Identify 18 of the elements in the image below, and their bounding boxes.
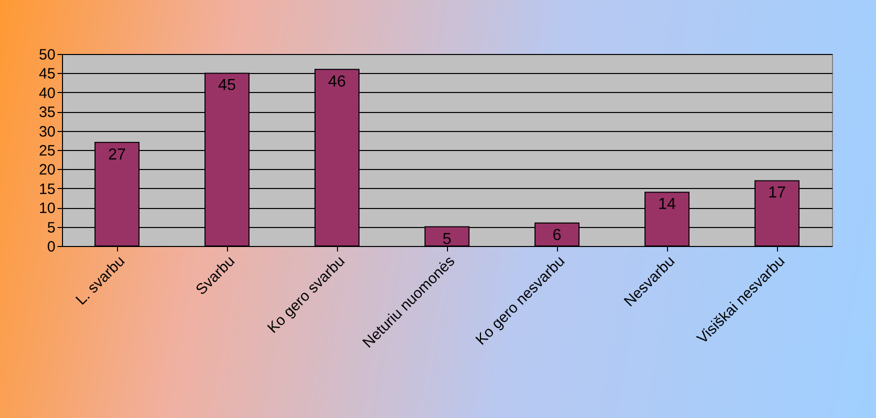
data-label: 5 — [442, 230, 452, 248]
y-tick-label: 30 — [38, 123, 56, 140]
y-tick-label: 15 — [38, 180, 56, 198]
y-tick-label: 40 — [38, 84, 56, 102]
y-tick-label: 0 — [47, 238, 56, 256]
data-label: 45 — [218, 77, 236, 94]
data-label: 17 — [768, 184, 786, 202]
y-tick-label: 25 — [38, 142, 56, 160]
data-label: 6 — [552, 226, 562, 244]
data-label: 14 — [658, 196, 676, 214]
y-tick-label: 45 — [38, 66, 56, 83]
y-tick-label: 50 — [38, 46, 56, 64]
y-tick-label: 5 — [47, 219, 56, 236]
y-tick-label: 35 — [38, 104, 56, 122]
y-tick-label: 10 — [38, 200, 56, 218]
data-label: 27 — [108, 146, 126, 164]
y-tick-label: 20 — [38, 162, 56, 179]
data-label: 46 — [328, 73, 346, 90]
